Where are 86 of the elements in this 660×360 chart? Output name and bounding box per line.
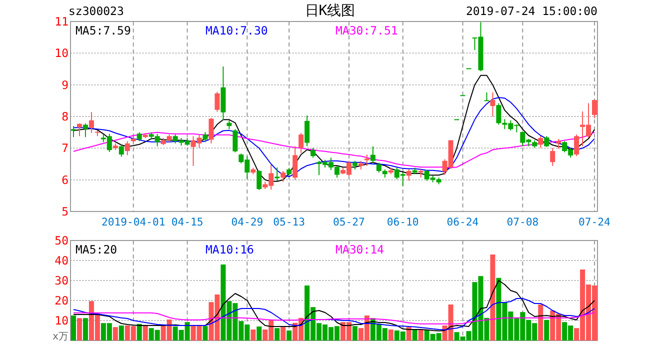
x-tick-label: 05-27 [333,216,365,228]
x-tick-label: 04-15 [171,216,204,228]
line-series [72,298,596,330]
candlestick [82,122,88,138]
y-tick-label: 11 [54,14,69,28]
x-tick-label: 07-08 [506,216,539,228]
y-tick-label: 40 [54,254,69,268]
bar [544,320,550,340]
bar [118,326,124,340]
candlestick [256,170,262,190]
bar [70,316,76,340]
candlestick [298,132,304,154]
candlestick [208,118,214,144]
bar [250,330,256,340]
bar [538,304,544,340]
chart-subtitle: sz300023 [68,4,124,18]
x-tick-label: 06-10 [386,216,419,228]
bar [256,326,262,340]
y-tick-label: 20 [54,294,69,308]
bar [418,330,424,340]
y-tick-label: 50 [54,234,69,248]
candlestick [538,136,544,148]
candlestick [370,146,376,164]
candlestick [304,115,310,147]
line-series [72,312,596,324]
candlestick [118,144,124,158]
line-series [72,280,596,332]
bar [280,327,286,340]
candlestick [496,102,502,126]
x-tick-label: 2019-04-01 [101,216,166,228]
candlestick [490,92,496,117]
x-tick-label: 07-24 [578,216,610,228]
bar [142,324,148,340]
y-tick-label: 5 [62,204,68,218]
text: MA30:14 [336,242,384,256]
bar [412,330,418,340]
candlestick [376,162,382,174]
y-tick-label: 7 [62,141,69,156]
candlestick [484,92,490,102]
candlestick [274,166,280,182]
text: MA5:20 [76,242,118,256]
candlestick [310,147,316,158]
candlestick [124,140,130,156]
candlestick [550,147,556,166]
candlestick [592,100,598,119]
candlestick [70,126,76,138]
bar [76,318,82,340]
bar [112,327,118,340]
y-tick-label: 9 [62,78,69,92]
bar [136,324,142,340]
bar [274,328,280,340]
bar [82,318,88,340]
bar [352,326,358,340]
chart-title: 日K线图 [304,3,356,19]
candlestick [292,146,298,180]
y-tick-label: 10 [54,46,69,60]
y-tick-label: 30 [54,274,69,288]
candlestick [406,168,412,182]
bar [490,254,496,340]
y-tick-label: 10 [54,314,69,328]
candlestick [280,170,286,182]
line-series [72,97,596,178]
bar [388,330,394,340]
text: MA10:16 [206,242,254,256]
y-tick-label: 6 [62,172,69,187]
bar [202,326,208,340]
text: MA10:7.30 [206,24,268,38]
candlestick [76,122,82,137]
candlestick [232,128,238,153]
x-tick-label: 06-24 [446,216,479,228]
text: MA30:7.51 [336,24,398,38]
candlestick [202,132,208,143]
y-axis-title: x万 [52,332,68,342]
candlestick [214,91,220,112]
text: 2019-07-24 15:00:00 [466,4,598,18]
bar [286,330,292,340]
text: MA5:7.59 [76,24,131,38]
bar [406,327,412,340]
y-tick-label: 8 [62,110,69,124]
candlestick [364,154,370,166]
candlestick [544,136,550,148]
x-tick-label: 05-13 [273,216,306,228]
candlestick [574,134,580,157]
candlestick [556,138,562,150]
x-tick-label: 04-29 [231,216,264,228]
candlestick [88,112,94,134]
